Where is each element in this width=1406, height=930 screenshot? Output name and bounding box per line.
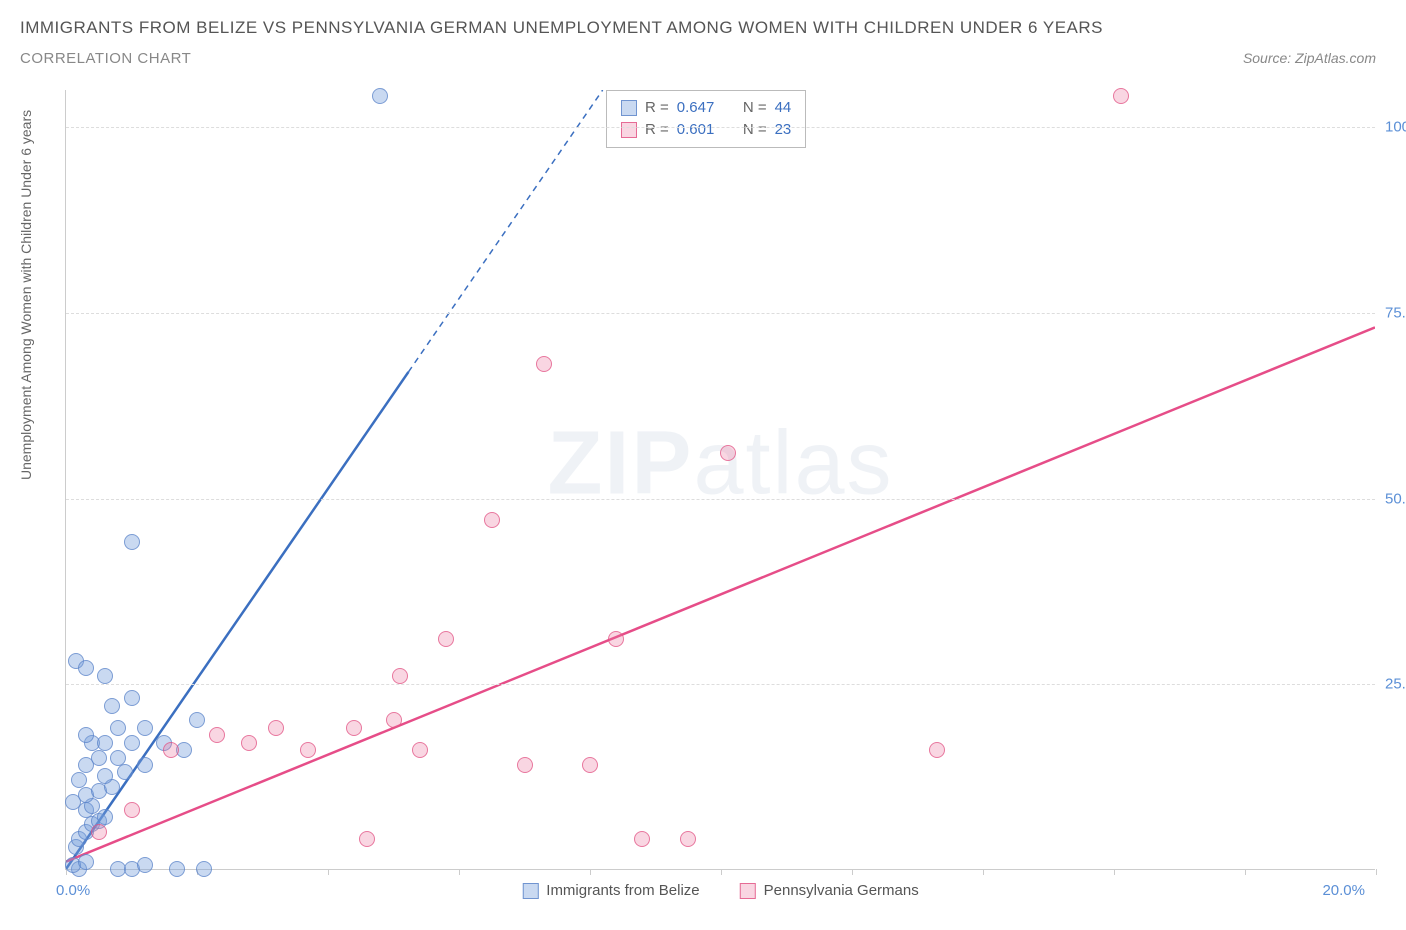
data-point — [536, 356, 552, 372]
chart-container: IMMIGRANTS FROM BELIZE VS PENNSYLVANIA G… — [0, 0, 1406, 930]
data-point — [97, 668, 113, 684]
data-point — [1113, 88, 1129, 104]
watermark: ZIPatlas — [547, 412, 893, 515]
stat-r-value: 0.601 — [677, 119, 715, 141]
x-tick — [852, 869, 853, 875]
gridline — [66, 127, 1375, 128]
stats-row: R = 0.647 N = 44 — [621, 97, 791, 119]
data-point — [117, 764, 133, 780]
data-point — [608, 631, 624, 647]
x-tick — [1114, 869, 1115, 875]
stat-n-label: N = — [743, 97, 767, 119]
x-axis-min-label: 0.0% — [56, 882, 90, 899]
legend-label: Immigrants from Belize — [546, 882, 699, 899]
data-point — [634, 831, 650, 847]
stat-r-label: R = — [645, 97, 669, 119]
plot-area: ZIPatlas R = 0.647 N = 44R = 0.601 N = 2… — [65, 90, 1375, 870]
data-point — [372, 88, 388, 104]
data-point — [124, 802, 140, 818]
data-point — [78, 854, 94, 870]
gridline — [66, 499, 1375, 500]
x-tick — [983, 869, 984, 875]
data-point — [300, 742, 316, 758]
data-point — [78, 660, 94, 676]
data-point — [720, 445, 736, 461]
data-point — [484, 512, 500, 528]
chart-subtitle: CORRELATION CHART — [20, 50, 191, 67]
chart-title: IMMIGRANTS FROM BELIZE VS PENNSYLVANIA G… — [20, 18, 1103, 38]
data-point — [929, 742, 945, 758]
stats-row: R = 0.601 N = 23 — [621, 119, 791, 141]
stats-legend-box: R = 0.647 N = 44R = 0.601 N = 23 — [606, 90, 806, 148]
data-point — [110, 750, 126, 766]
source-attribution: Source: ZipAtlas.com — [1243, 50, 1376, 66]
data-point — [438, 631, 454, 647]
legend-item: Immigrants from Belize — [522, 882, 699, 899]
stat-n-value: 44 — [775, 97, 792, 119]
data-point — [412, 742, 428, 758]
stat-r-label: R = — [645, 119, 669, 141]
data-point — [680, 831, 696, 847]
gridline — [66, 684, 1375, 685]
y-tick-label: 25.0% — [1385, 676, 1406, 693]
data-point — [97, 809, 113, 825]
x-tick — [1245, 869, 1246, 875]
legend-swatch-icon — [740, 883, 756, 899]
data-point — [189, 712, 205, 728]
legend-swatch-icon — [621, 100, 637, 116]
x-tick — [721, 869, 722, 875]
y-axis-label: Unemployment Among Women with Children U… — [18, 110, 34, 480]
x-tick — [459, 869, 460, 875]
data-point — [169, 861, 185, 877]
x-tick — [328, 869, 329, 875]
data-point — [392, 668, 408, 684]
data-point — [91, 750, 107, 766]
x-tick — [1376, 869, 1377, 875]
data-point — [124, 690, 140, 706]
data-point — [91, 824, 107, 840]
data-point — [137, 720, 153, 736]
data-point — [137, 757, 153, 773]
x-tick — [590, 869, 591, 875]
data-point — [163, 742, 179, 758]
data-point — [124, 735, 140, 751]
legend-swatch-icon — [621, 122, 637, 138]
stat-n-value: 23 — [775, 119, 792, 141]
data-point — [209, 727, 225, 743]
gridline — [66, 313, 1375, 314]
stat-n-label: N = — [743, 119, 767, 141]
data-point — [71, 772, 87, 788]
series-legend: Immigrants from Belize Pennsylvania Germa… — [522, 882, 918, 899]
data-point — [124, 534, 140, 550]
data-point — [104, 698, 120, 714]
data-point — [196, 861, 212, 877]
legend-swatch-icon — [522, 883, 538, 899]
data-point — [78, 727, 94, 743]
data-point — [346, 720, 362, 736]
data-point — [241, 735, 257, 751]
y-tick-label: 75.0% — [1385, 304, 1406, 321]
y-tick-label: 100.0% — [1385, 119, 1406, 136]
trend-lines — [66, 90, 1375, 869]
data-point — [582, 757, 598, 773]
data-point — [268, 720, 284, 736]
data-point — [137, 857, 153, 873]
legend-label: Pennsylvania Germans — [764, 882, 919, 899]
stat-r-value: 0.647 — [677, 97, 715, 119]
data-point — [110, 720, 126, 736]
data-point — [359, 831, 375, 847]
y-tick-label: 50.0% — [1385, 490, 1406, 507]
legend-item: Pennsylvania Germans — [740, 882, 919, 899]
data-point — [97, 768, 113, 784]
data-point — [97, 735, 113, 751]
x-axis-max-label: 20.0% — [1322, 882, 1365, 899]
data-point — [517, 757, 533, 773]
data-point — [386, 712, 402, 728]
